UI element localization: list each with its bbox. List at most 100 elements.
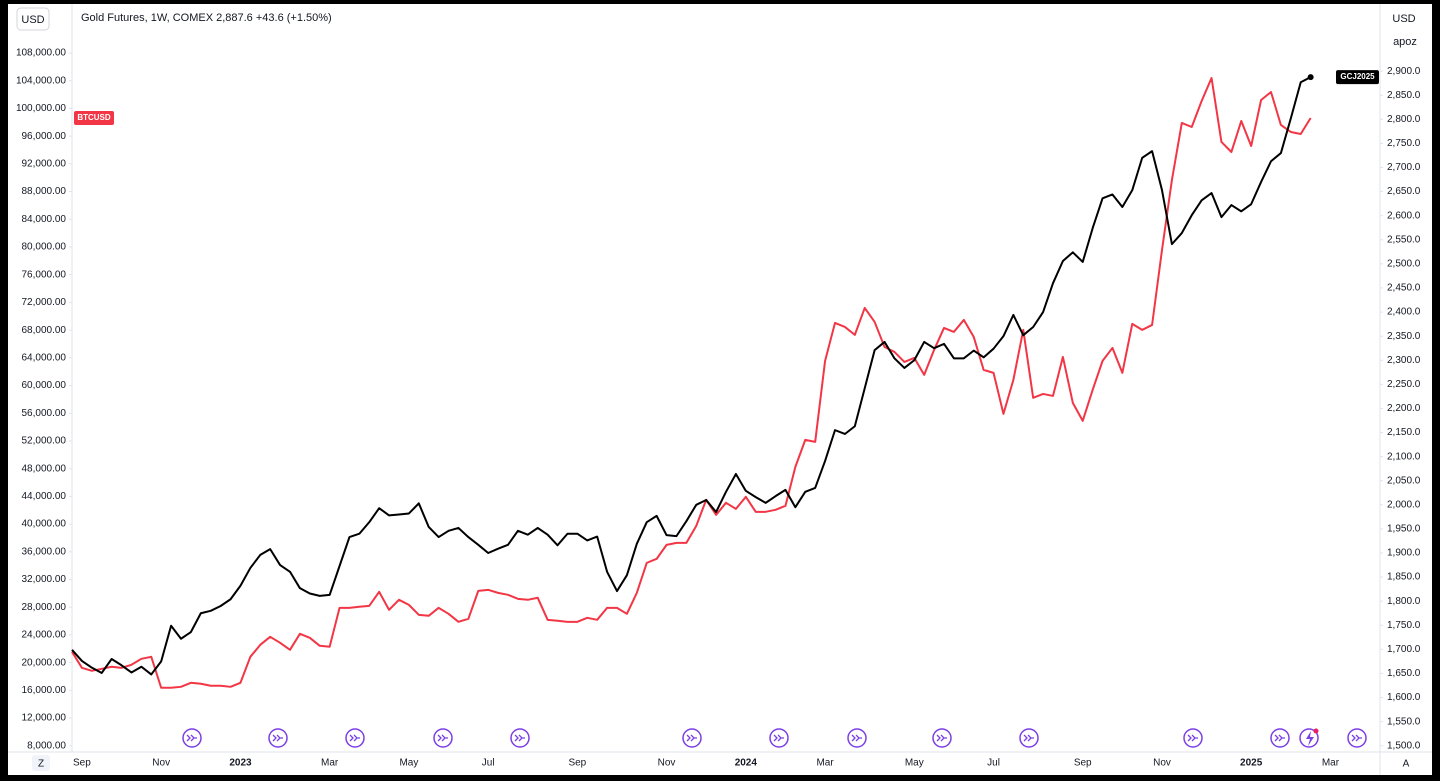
y2-tick-label: 2,850.0 [1387,90,1421,101]
y-tick-label: 100,000.00 [16,103,66,114]
event-marker[interactable] [510,728,530,748]
legend-tag [74,110,114,125]
event-icon [1023,734,1034,742]
x-tick-label: 2023 [229,758,252,769]
y2-tick-label: 2,500.0 [1387,259,1421,270]
y2-tick-label: 1,950.0 [1387,524,1421,535]
x-tick-label: 2024 [735,758,758,769]
event-marker[interactable] [847,728,867,748]
x-tick-label: Mar [1322,758,1340,769]
zoom-button-label: Z [38,759,44,770]
y2-tick-label: 2,650.0 [1387,186,1421,197]
y2-tick-label: 1,600.0 [1387,692,1421,703]
y-tick-label: 52,000.00 [22,436,67,447]
y2-tick-label: 1,900.0 [1387,548,1421,559]
event-icon [349,734,360,742]
event-icon [186,734,197,742]
y-tick-label: 16,000.00 [22,685,67,696]
x-tick-label: Mar [321,758,339,769]
y2-tick-label: 2,550.0 [1387,234,1421,245]
legend-label: GCJ2025 [1340,72,1375,81]
y-tick-label: 48,000.00 [22,463,67,474]
y-tick-label: 56,000.00 [22,408,67,419]
event-icon [1306,731,1314,746]
y-tick-label: 36,000.00 [22,546,67,557]
last-point [1307,74,1314,81]
y2-tick-label: 2,100.0 [1387,451,1421,462]
y2-tick-label: 2,150.0 [1387,427,1421,438]
y2-tick-label: 1,550.0 [1387,716,1421,727]
y-tick-label: 32,000.00 [22,574,67,585]
event-marker[interactable] [1019,728,1039,748]
x-tick-label: Sep [73,758,91,769]
y-tick-label: 92,000.00 [22,158,67,169]
event-marker[interactable] [345,728,365,748]
x-tick-label: Jul [987,758,1000,769]
y2-tick-label: 2,300.0 [1387,355,1421,366]
y2-tick-label: 2,800.0 [1387,114,1421,125]
y-tick-label: 44,000.00 [22,491,67,502]
y2-tick-label: 1,500.0 [1387,740,1421,751]
event-icon [514,734,525,742]
y-tick-label: 24,000.00 [22,630,67,641]
legend-label: BTCUSD [77,113,111,122]
y-tick-label: 84,000.00 [22,214,67,225]
legend-tag [1336,70,1379,85]
y2-tick-label: 1,650.0 [1387,668,1421,679]
event-marker[interactable] [1347,728,1367,748]
y2-tick-label: 1,850.0 [1387,572,1421,583]
event-marker[interactable] [682,728,702,748]
y-tick-label: 28,000.00 [22,602,67,613]
x-tick-label: Jul [482,758,495,769]
y-tick-label: 72,000.00 [22,297,67,308]
y2-unit: USD [1392,13,1415,25]
event-marker[interactable] [1183,728,1203,748]
y-tick-label: 20,000.00 [22,657,67,668]
y2-tick-label: 2,900.0 [1387,66,1421,77]
y2-tick-label: 2,600.0 [1387,210,1421,221]
y2-tick-label: 1,750.0 [1387,620,1421,631]
y2-mode: apoz [1393,36,1417,48]
event-marker[interactable] [769,728,789,748]
chart-area [8,4,1432,775]
event-icon [1274,734,1285,742]
unit-box[interactable] [16,7,50,31]
y2-tick-label: 2,050.0 [1387,475,1421,486]
event-marker[interactable] [1270,728,1290,748]
y2-tick-label: 2,200.0 [1387,403,1421,414]
event-marker[interactable] [182,728,202,748]
y2-tick-label: 2,400.0 [1387,307,1421,318]
event-marker[interactable] [433,728,453,748]
event-marker[interactable] [268,728,288,748]
x-tick-label: Nov [658,758,676,769]
y-tick-label: 68,000.00 [22,325,67,336]
y2-tick-label: 2,750.0 [1387,138,1421,149]
series-line [71,77,1312,689]
zoom-button[interactable] [32,755,50,771]
x-tick-label: Sep [1074,758,1092,769]
y2-tick-label: 2,000.0 [1387,499,1421,510]
y-tick-label: 40,000.00 [22,519,67,530]
x-tick-label: May [905,758,924,769]
event-icon [686,734,697,742]
event-icon [1351,734,1362,742]
y2-tick-label: 2,250.0 [1387,379,1421,390]
event-icon [272,734,283,742]
event-icon [437,734,448,742]
x-tick-label: Mar [816,758,834,769]
y-tick-label: 80,000.00 [22,242,67,253]
event-icon [936,734,947,742]
chart-title: Gold Futures, 1W, COMEX 2,887.6 +43.6 (+… [81,12,332,24]
y2-tick-label: 2,700.0 [1387,162,1421,173]
y-tick-label: 12,000.00 [22,713,67,724]
y2-tick-label: 1,700.0 [1387,644,1421,655]
x-tick-label: Sep [568,758,586,769]
event-marker[interactable] [932,728,952,748]
x-tick-label: Nov [1153,758,1171,769]
y-tick-label: 88,000.00 [22,186,67,197]
y2-tick-label: 2,350.0 [1387,331,1421,342]
y-tick-label: 8,000.00 [27,740,66,751]
series-line [71,76,1312,676]
auto-button-label[interactable]: A [1403,759,1410,770]
